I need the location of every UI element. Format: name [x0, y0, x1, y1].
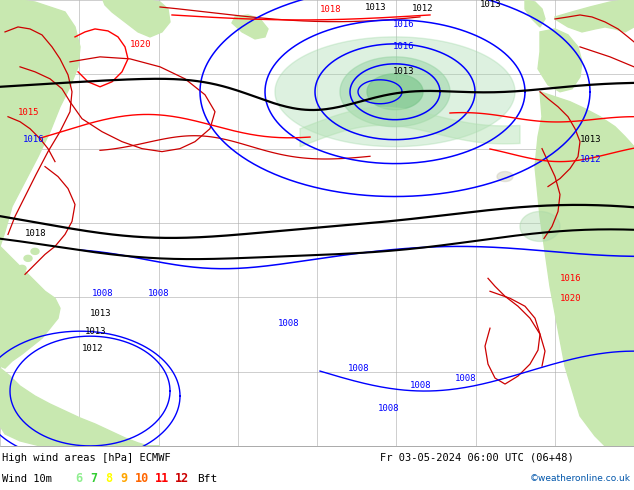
Polygon shape — [367, 74, 423, 110]
Text: 1020: 1020 — [560, 294, 581, 303]
Text: 1013: 1013 — [90, 309, 112, 318]
Text: 1013: 1013 — [480, 0, 501, 9]
Text: Bft: Bft — [197, 474, 217, 484]
Text: ©weatheronline.co.uk: ©weatheronline.co.uk — [530, 474, 631, 484]
Text: Wind 10m: Wind 10m — [2, 474, 52, 484]
Text: 1013: 1013 — [85, 327, 107, 336]
Text: 1008: 1008 — [348, 364, 370, 373]
Polygon shape — [0, 0, 80, 246]
Text: 9: 9 — [120, 472, 127, 486]
Text: 8: 8 — [105, 472, 112, 486]
Polygon shape — [31, 248, 39, 254]
Polygon shape — [520, 212, 560, 242]
Text: 1008: 1008 — [410, 381, 432, 390]
Text: 1016: 1016 — [393, 20, 415, 29]
Polygon shape — [538, 29, 582, 92]
Polygon shape — [535, 92, 634, 446]
Text: 1008: 1008 — [278, 319, 299, 328]
Polygon shape — [497, 172, 513, 182]
Text: 1012: 1012 — [82, 344, 103, 353]
Text: 1013: 1013 — [580, 135, 602, 144]
Text: 11: 11 — [155, 472, 169, 486]
Text: 1008: 1008 — [92, 289, 113, 298]
Text: 12: 12 — [175, 472, 190, 486]
Text: 1018: 1018 — [320, 5, 342, 14]
Text: 1020: 1020 — [130, 40, 152, 49]
Polygon shape — [0, 368, 160, 446]
Polygon shape — [300, 107, 520, 147]
Polygon shape — [232, 15, 268, 39]
Text: 1016: 1016 — [560, 274, 581, 283]
Text: 1016: 1016 — [23, 135, 44, 144]
Text: 1008: 1008 — [148, 289, 169, 298]
Text: Fr 03-05-2024 06:00 UTC (06+48): Fr 03-05-2024 06:00 UTC (06+48) — [380, 453, 574, 463]
Polygon shape — [0, 0, 42, 246]
Text: 1012: 1012 — [580, 155, 602, 164]
Text: 1012: 1012 — [412, 4, 434, 13]
Polygon shape — [103, 0, 170, 37]
Polygon shape — [275, 37, 515, 147]
Polygon shape — [340, 57, 450, 127]
Polygon shape — [18, 266, 26, 271]
Text: 1018: 1018 — [25, 229, 46, 239]
Text: 1013: 1013 — [365, 3, 387, 12]
Text: 1016: 1016 — [393, 42, 415, 51]
Polygon shape — [8, 281, 16, 287]
Text: 1008: 1008 — [378, 404, 399, 413]
Text: 10: 10 — [135, 472, 149, 486]
Text: 7: 7 — [90, 472, 97, 486]
Polygon shape — [24, 255, 32, 261]
Polygon shape — [0, 246, 60, 368]
Text: High wind areas [hPa] ECMWF: High wind areas [hPa] ECMWF — [2, 453, 171, 463]
Polygon shape — [525, 0, 545, 27]
Text: 1015: 1015 — [18, 108, 39, 117]
Text: 1008: 1008 — [455, 374, 477, 383]
Polygon shape — [14, 273, 22, 279]
Text: 6: 6 — [75, 472, 82, 486]
Text: 1013: 1013 — [393, 67, 415, 76]
Polygon shape — [555, 0, 634, 32]
